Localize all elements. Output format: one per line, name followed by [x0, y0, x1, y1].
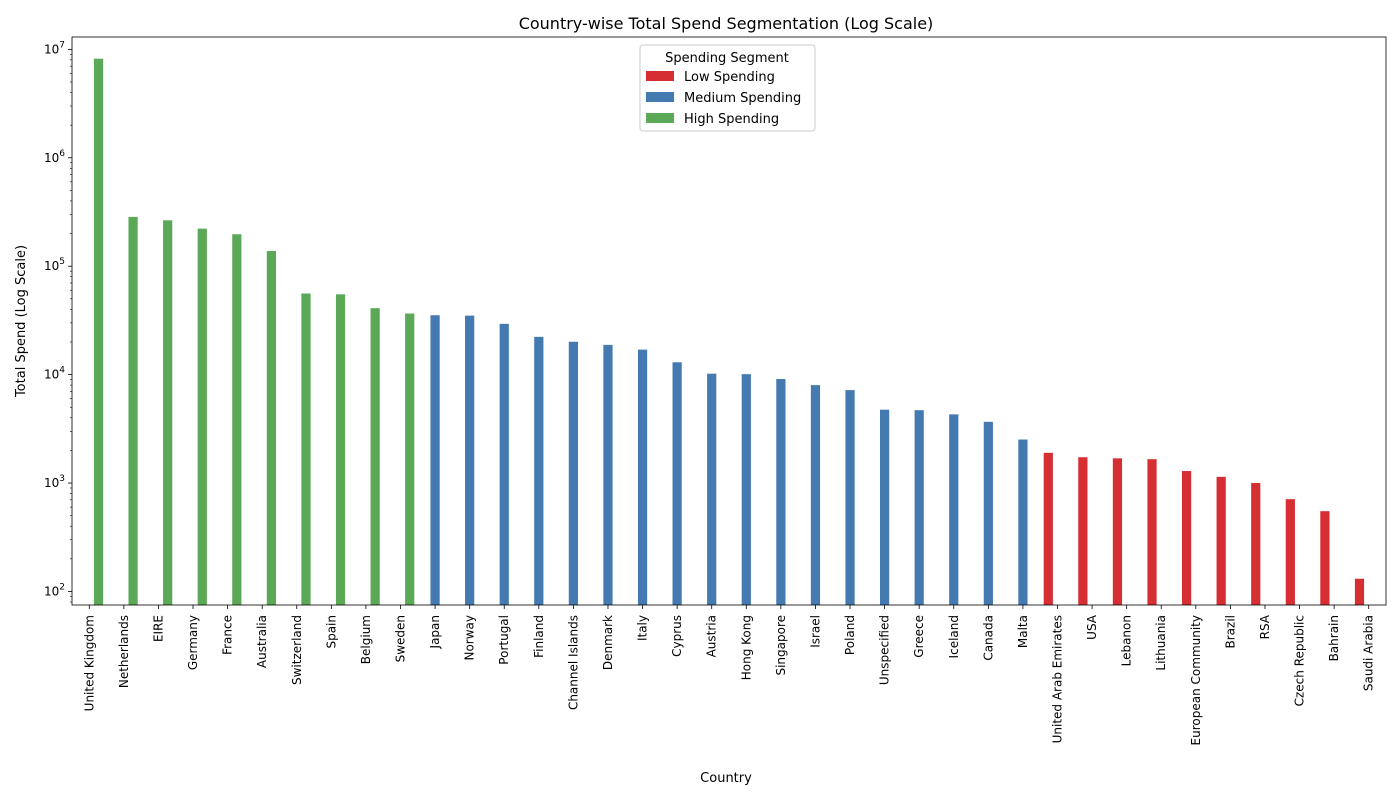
legend-swatch [646, 92, 674, 102]
x-tick-label: Belgium [359, 615, 373, 664]
x-tick-label: Italy [636, 615, 650, 641]
bar [163, 220, 173, 605]
bar [1147, 459, 1157, 605]
bar [1354, 578, 1365, 605]
bar [534, 336, 544, 605]
bar [810, 385, 821, 605]
x-tick-label: Channel Islands [566, 615, 580, 710]
bar [879, 409, 890, 605]
x-tick-label: Iceland [947, 615, 961, 658]
x-tick-label: Czech Republic [1293, 615, 1307, 706]
x-tick-label: Poland [843, 615, 857, 655]
bar [370, 308, 380, 605]
bar [405, 313, 415, 605]
bar [672, 362, 682, 605]
bar [1078, 457, 1088, 605]
x-tick-label: Malta [1016, 615, 1030, 648]
x-tick-label: Bahrain [1327, 615, 1341, 661]
bar [128, 216, 138, 605]
bar [568, 341, 578, 605]
y-tick-label: 102 [44, 582, 65, 598]
x-tick-label: Saudi Arabia [1362, 615, 1376, 691]
bar [983, 421, 993, 605]
bar [301, 293, 311, 605]
legend-title: Spending Segment [665, 51, 789, 66]
bar [949, 414, 959, 605]
x-tick-label: Finland [532, 615, 546, 658]
legend-swatch [646, 113, 674, 123]
bar [465, 315, 475, 605]
bar [845, 390, 855, 605]
x-tick-label: Brazil [1223, 615, 1237, 649]
bar [197, 228, 207, 605]
bar [1043, 452, 1053, 605]
legend-label: High Spending [684, 112, 779, 127]
y-tick-label: 105 [44, 257, 65, 273]
x-tick-label: USA [1085, 614, 1099, 640]
x-tick-label: Sweden [394, 615, 408, 662]
y-tick-label: 107 [44, 40, 65, 56]
x-tick-label: Canada [981, 615, 995, 661]
y-axis-title: Total Spend (Log Scale) [14, 245, 29, 398]
x-tick-label: Portugal [497, 615, 511, 665]
plot-area: United Kingdom Netherlands EIRE Germany Fran… [44, 36, 1387, 745]
x-tick-label: France [221, 615, 235, 655]
bar [1251, 483, 1261, 605]
bar [637, 349, 648, 605]
x-tick-label: Greece [912, 615, 926, 658]
plot-frame [71, 36, 1387, 606]
x-tick-label: Unspecified [878, 615, 892, 685]
bar [93, 58, 104, 605]
x-tick-label: Japan [428, 615, 442, 649]
x-tick-label: Israel [808, 615, 822, 648]
x-tick-label: Singapore [774, 615, 788, 676]
legend-label: Medium Spending [684, 91, 801, 106]
y-tick-label: 104 [44, 366, 65, 382]
x-tick-label: RSA [1258, 614, 1272, 639]
bar [1216, 476, 1226, 605]
y-tick-label: 103 [44, 474, 65, 490]
bar [430, 315, 440, 605]
bar [266, 251, 277, 605]
x-tick-label: Lebanon [1120, 615, 1134, 666]
x-tick-label: Denmark [601, 615, 615, 670]
x-tick-label: Austria [705, 615, 719, 657]
x-tick-label: United Kingdom [82, 615, 96, 711]
x-tick-label: Cyprus [670, 615, 684, 657]
legend-swatch [646, 71, 674, 81]
bar [914, 410, 924, 605]
x-tick-label: Lithuania [1154, 615, 1168, 671]
bar [335, 294, 346, 605]
x-tick-label: Switzerland [290, 615, 304, 685]
x-tick-label: Norway [463, 615, 477, 661]
x-axis-title: Country [700, 771, 752, 786]
legend: Spending Segment Low Spending Medium Spen… [639, 44, 816, 132]
bar [1181, 471, 1192, 605]
bar [603, 344, 613, 605]
x-tick-label: Germany [186, 615, 200, 670]
legend-label: Low Spending [684, 70, 775, 85]
x-tick-label: EIRE [151, 615, 165, 642]
x-tick-label: Australia [255, 615, 269, 668]
bar [1112, 458, 1123, 605]
x-tick-label: Netherlands [117, 615, 131, 688]
x-tick-label: Hong Kong [739, 615, 753, 680]
bar [707, 373, 717, 605]
bar [1285, 499, 1295, 605]
x-tick-label: Spain [324, 615, 338, 649]
bar [1320, 511, 1330, 605]
bar [741, 374, 751, 605]
x-tick-label: European Community [1189, 615, 1203, 745]
x-tick-labels: United Kingdom Netherlands EIRE Germany Fran… [82, 614, 1375, 745]
bar [499, 323, 509, 605]
bar [776, 379, 786, 605]
bar [232, 234, 242, 605]
chart-title: Country-wise Total Spend Segmentation (L… [519, 14, 934, 33]
legend-box [639, 44, 816, 132]
bar [1018, 439, 1028, 605]
y-tick-label: 106 [44, 149, 65, 165]
x-tick-label: United Arab Emirates [1051, 615, 1065, 743]
